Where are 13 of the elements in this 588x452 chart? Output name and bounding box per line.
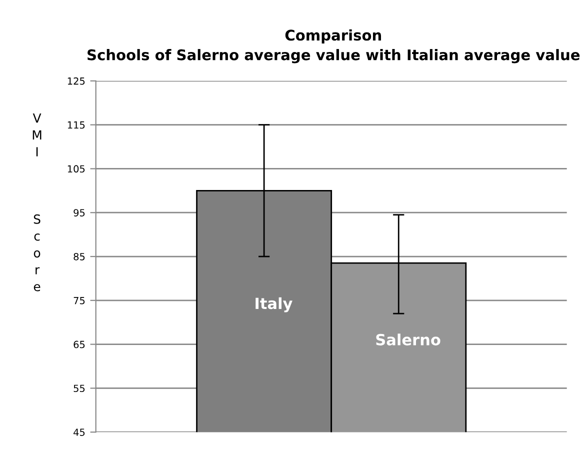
x-tick-label: Salerno — [376, 334, 440, 346]
text: VMI Score — [32, 114, 42, 292]
y-tick-label: 65 — [74, 340, 85, 348]
y-tick-label: 45 — [74, 428, 85, 436]
y-tick-label: 105 — [68, 165, 85, 173]
x-tick-label: Italy — [256, 297, 292, 312]
y-tick-label: 95 — [74, 209, 85, 216]
y-tick-label: 55 — [74, 384, 85, 392]
y-tick-label: 85 — [74, 252, 85, 260]
y-tick-label: 125 — [68, 77, 85, 85]
chart-title: Comparison Schools of Salerno average value with Italian average value — [88, 29, 580, 64]
y-tick-label: 115 — [68, 121, 85, 129]
y-tick-label: 75 — [74, 297, 85, 304]
